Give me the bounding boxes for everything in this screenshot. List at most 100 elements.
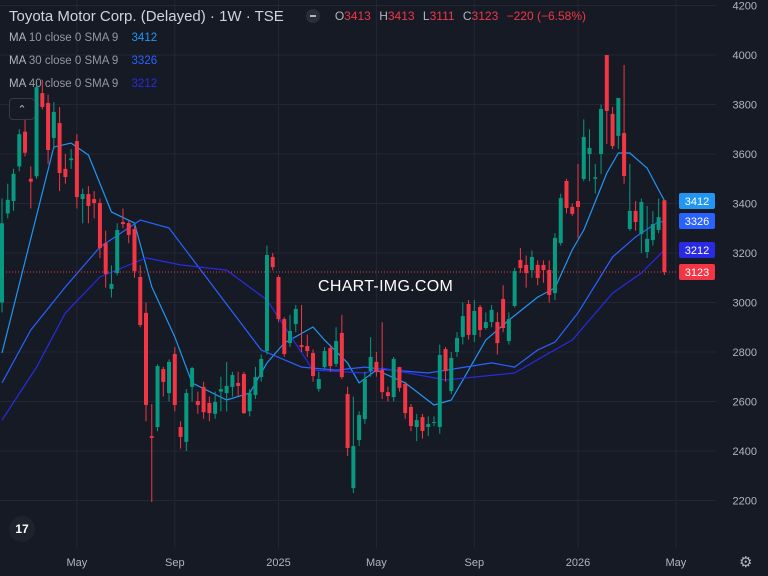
y-tick-label: 4200	[733, 1, 757, 13]
candle-body	[472, 310, 477, 335]
candle-body	[604, 55, 609, 111]
y-tick-label: 3600	[733, 149, 757, 161]
legend-ma-30[interactable]: MA 30 close 0 SMA 9 3326	[9, 55, 157, 67]
gear-icon[interactable]: ⚙	[739, 554, 753, 571]
x-tick-label: 2025	[266, 557, 290, 569]
candle-body	[236, 382, 241, 386]
candle-down	[46, 94, 51, 164]
candle-down	[236, 371, 241, 397]
candle-up	[357, 411, 362, 447]
candle-up	[656, 198, 661, 234]
candle-down	[138, 265, 143, 328]
legend-ma-40[interactable]: MA 40 close 0 SMA 9 3212	[9, 78, 157, 90]
price-label-text: 3123	[685, 267, 709, 279]
ma-line-ma-10	[1, 142, 665, 406]
candle-body	[218, 389, 223, 392]
candle-down	[541, 260, 546, 283]
candle-body	[161, 369, 166, 382]
candle-up	[213, 391, 218, 419]
candle-down	[40, 79, 45, 110]
minus-circle-icon[interactable]	[305, 9, 320, 23]
candle-down	[276, 275, 281, 323]
candle-body	[259, 358, 264, 377]
price-axis[interactable]: 2200 2400 2600 2800 3000 3200 3400 3600 3800 4000…	[733, 1, 757, 508]
candle-down	[466, 300, 471, 340]
candle-body	[506, 319, 511, 342]
candle-up	[368, 337, 373, 377]
price-label-bg	[679, 242, 715, 258]
candle-up	[437, 344, 442, 434]
candle-body	[581, 136, 586, 179]
candle-body	[40, 93, 45, 107]
candle-body	[5, 199, 10, 214]
candle-up	[334, 327, 339, 367]
candle-body	[195, 401, 200, 405]
candle-body	[368, 356, 373, 372]
candle-body	[0, 223, 4, 303]
candle-down	[501, 285, 506, 333]
candle-body	[207, 402, 212, 414]
candle-down	[305, 334, 310, 357]
candle-body	[23, 131, 28, 153]
candle-body	[190, 368, 195, 387]
candle-down	[622, 64, 627, 184]
candle-body	[46, 103, 51, 151]
candle-up	[17, 129, 22, 172]
candle-body	[311, 352, 316, 377]
candle-body	[512, 271, 517, 306]
candle-down	[662, 200, 667, 276]
legend-params: 10 close 0 SMA 9	[28, 32, 119, 44]
candle-body	[570, 206, 575, 214]
candle-down	[339, 314, 344, 380]
candle-down	[120, 208, 125, 229]
candle-body	[397, 367, 402, 388]
legend-params: 40 close 0 SMA 9	[28, 78, 119, 90]
chevron-up-icon[interactable]: ⌃	[9, 98, 35, 120]
candle-body	[564, 180, 569, 208]
candle-up	[155, 364, 160, 432]
symbol-title[interactable]: Toyota Motor Corp. (Delayed) · 1W · TSE	[9, 7, 284, 25]
candle-down	[524, 255, 529, 288]
y-tick-label: 2400	[733, 446, 757, 458]
candle-up	[650, 210, 655, 246]
legend-ma-10[interactable]: MA 10 close 0 SMA 9 3412	[9, 32, 157, 44]
tradingview-logo[interactable]: 17	[9, 516, 35, 542]
candle-body	[593, 177, 598, 179]
time-axis[interactable]: May Sep 2025 May Sep 2026 May	[66, 557, 686, 569]
candle-body	[535, 264, 540, 278]
candle-up	[639, 198, 644, 253]
candle-up	[593, 163, 598, 194]
x-tick-label: May	[366, 557, 387, 569]
candle-body	[576, 201, 580, 207]
candle-up	[587, 129, 592, 182]
candle-up	[512, 267, 517, 308]
candle-down	[282, 317, 287, 357]
legend-value: 3326	[131, 55, 158, 67]
candle-body	[155, 366, 160, 427]
close-value: 3123	[471, 9, 499, 23]
candle-body	[414, 420, 419, 427]
candle-body	[34, 87, 39, 177]
candle-body	[362, 378, 367, 420]
y-tick-label: 3000	[733, 298, 757, 310]
candle-body	[616, 98, 621, 136]
candle-body	[622, 132, 627, 177]
candle-body	[460, 316, 465, 337]
candle-body	[599, 108, 604, 154]
candle-up	[167, 359, 172, 402]
y-tick-label: 4000	[733, 50, 757, 62]
candle-body	[264, 254, 269, 352]
candle-up	[109, 265, 114, 298]
x-tick-label: 2026	[566, 557, 590, 569]
low-label: L	[422, 9, 430, 23]
candle-down	[345, 386, 350, 456]
candle-body	[115, 229, 120, 274]
candle-body	[172, 353, 177, 405]
candle-down	[535, 260, 540, 286]
candle-body	[432, 422, 436, 424]
price-label-text: 3212	[685, 245, 709, 257]
candle-body	[184, 393, 189, 442]
candle-body	[391, 358, 396, 398]
candle-down	[380, 322, 385, 400]
